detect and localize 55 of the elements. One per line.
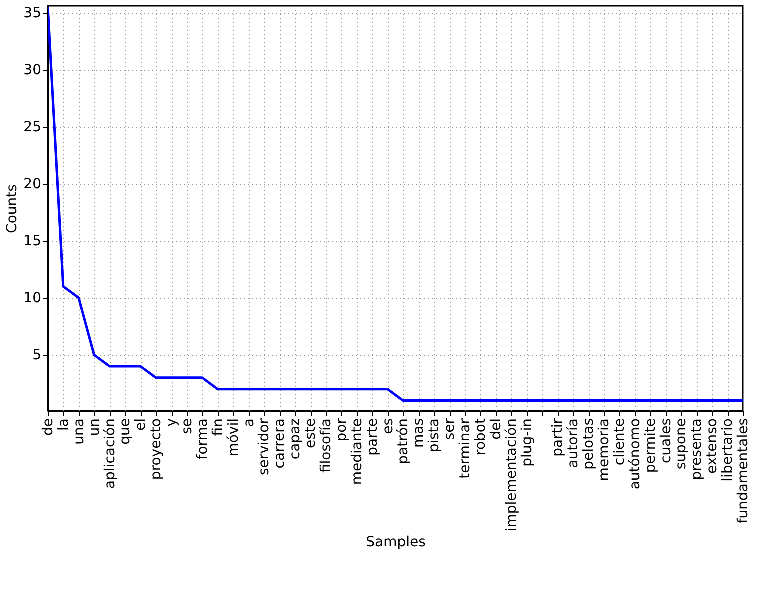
x-tick-label: servidor <box>256 418 273 476</box>
x-tick-label: supone <box>674 418 690 470</box>
x-tick-label: de <box>40 418 56 436</box>
x-tick-label: pista <box>426 418 443 453</box>
x-tick-label: robot <box>472 418 489 456</box>
x-tick-label: filosofía <box>318 418 334 474</box>
x-tick-label: partir <box>550 418 566 457</box>
x-tick-label: forma <box>194 418 211 460</box>
y-tick-label: 35 <box>24 5 42 22</box>
x-tick-label: la <box>56 418 72 431</box>
x-tick-label: fin <box>210 418 226 436</box>
x-tick-label: patrón <box>396 418 412 464</box>
y-tick-label: 25 <box>24 119 42 136</box>
x-tick-label: memoria <box>596 418 612 482</box>
x-tick-label: terminar <box>458 418 474 479</box>
x-tick-label: mediante <box>349 418 366 486</box>
y-tick-label: 30 <box>24 62 42 78</box>
x-tick-label: ser <box>442 418 458 440</box>
x-tick-label: a <box>241 418 258 428</box>
x-tick-label: parte <box>364 418 381 456</box>
x-tick-label: un <box>86 418 103 436</box>
y-axis-title: Counts <box>4 184 21 234</box>
x-tick-label: este <box>303 418 320 449</box>
x-tick-label: aplicación <box>102 418 118 490</box>
line-series <box>48 6 743 402</box>
x-tick-label: capaz <box>288 418 304 460</box>
x-tick-label: carrera <box>272 418 288 469</box>
x-tick-label: implementación <box>504 418 520 532</box>
x-tick-label: el <box>133 418 150 432</box>
y-tick-label: 10 <box>24 290 42 307</box>
y-tick-label: 15 <box>24 234 42 250</box>
x-tick-label: una <box>71 418 88 445</box>
x-tick-label: se <box>180 418 196 434</box>
x-tick-label: autoría <box>566 418 582 468</box>
x-tick-label: que <box>118 418 134 445</box>
x-axis-title: Samples <box>366 534 426 551</box>
x-tick-label: libertario <box>720 418 736 482</box>
x-tick-label: móvil <box>226 418 242 457</box>
x-tick-label: plug-in <box>519 418 536 467</box>
y-tick-label: 20 <box>24 176 42 192</box>
x-tick-label: del <box>488 418 504 440</box>
x-tick-label: cliente <box>612 418 628 466</box>
x-tick-label: autónomo <box>627 418 644 490</box>
x-tick-label: permite <box>642 418 659 474</box>
x-tick-label: fundamentales <box>736 418 752 524</box>
x-tick-label: proyecto <box>148 418 165 480</box>
x-tick-label: pelotas <box>581 418 598 470</box>
y-tick-label: 5 <box>32 348 42 364</box>
x-tick-label: por <box>334 418 350 442</box>
x-tick-label: mas <box>411 418 428 448</box>
x-tick-label: extenso <box>704 418 721 474</box>
x-tick-label: y <box>164 418 180 427</box>
x-tick-label: presenta <box>689 418 706 480</box>
x-tick-label: es <box>380 418 396 434</box>
x-tick-label: cuales <box>658 418 674 464</box>
